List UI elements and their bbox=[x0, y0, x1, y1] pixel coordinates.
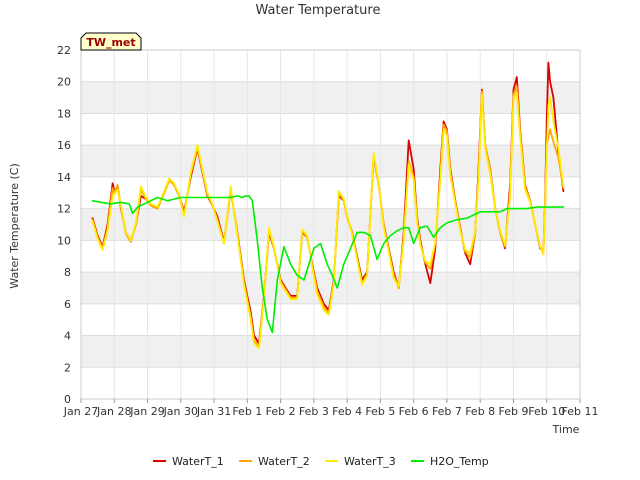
x-tick-label: Jan 27 bbox=[63, 405, 98, 418]
x-axis-title: Time bbox=[552, 423, 580, 436]
x-tick-label: Feb 10 bbox=[528, 405, 565, 418]
x-tick-label: Jan 29 bbox=[129, 405, 164, 418]
plot-area bbox=[80, 49, 581, 400]
legend: WaterT_1 WaterT_2 WaterT_3 H2O_Temp bbox=[153, 455, 489, 468]
x-tick-label: Feb 5 bbox=[365, 405, 395, 418]
x-tick-label: Jan 28 bbox=[96, 405, 131, 418]
x-tick-label: Feb 7 bbox=[432, 405, 462, 418]
legend-label: WaterT_1 bbox=[172, 455, 224, 468]
grid-band bbox=[81, 335, 580, 368]
site-label-box: TW_met bbox=[80, 32, 142, 51]
x-tick-label: Feb 2 bbox=[266, 405, 296, 418]
x-tick-label: Feb 6 bbox=[399, 405, 429, 418]
site-label: TW_met bbox=[86, 36, 135, 49]
series-line-watert-3 bbox=[91, 91, 565, 350]
x-tick-label: Feb 3 bbox=[299, 405, 329, 418]
y-tick-label: 18 bbox=[57, 107, 71, 120]
grid-band bbox=[81, 81, 580, 114]
y-tick-label: 8 bbox=[64, 266, 71, 279]
y-axis: 0 2 4 6 8 10 12 14 16 18 20 22 bbox=[57, 44, 71, 406]
x-tick-label: Jan 31 bbox=[196, 405, 231, 418]
x-tick-label: Feb 1 bbox=[232, 405, 262, 418]
y-tick-label: 10 bbox=[57, 234, 71, 247]
chart-title: Water Temperature bbox=[256, 3, 381, 18]
y-tick-label: 4 bbox=[64, 330, 71, 343]
legend-label: WaterT_3 bbox=[344, 455, 396, 468]
legend-label: WaterT_2 bbox=[258, 455, 310, 468]
grid-bands bbox=[81, 81, 580, 368]
y-tick-label: 14 bbox=[57, 171, 71, 184]
series-lines bbox=[91, 61, 565, 350]
x-tick-label: Feb 11 bbox=[562, 405, 599, 418]
x-tick-label: Feb 4 bbox=[332, 405, 362, 418]
grid-band bbox=[81, 208, 580, 241]
x-tick-label: Jan 30 bbox=[163, 405, 198, 418]
y-tick-label: 6 bbox=[64, 298, 71, 311]
legend-label: H2O_Temp bbox=[430, 455, 489, 468]
y-tick-label: 0 bbox=[64, 393, 71, 406]
site-label-background bbox=[80, 32, 142, 51]
x-tick-label: Feb 8 bbox=[465, 405, 495, 418]
series-line-h2o-temp bbox=[91, 195, 565, 334]
grid-band bbox=[81, 145, 580, 177]
x-tick-label: Feb 9 bbox=[498, 405, 528, 418]
y-tick-label: 22 bbox=[57, 44, 71, 57]
y-tick-label: 2 bbox=[64, 361, 71, 374]
y-tick-label: 12 bbox=[57, 203, 71, 216]
y-tick-label: 20 bbox=[57, 76, 71, 89]
grid-lines bbox=[80, 49, 581, 400]
y-tick-label: 16 bbox=[57, 139, 71, 152]
y-axis-title: Water Temperature (C) bbox=[8, 163, 21, 288]
